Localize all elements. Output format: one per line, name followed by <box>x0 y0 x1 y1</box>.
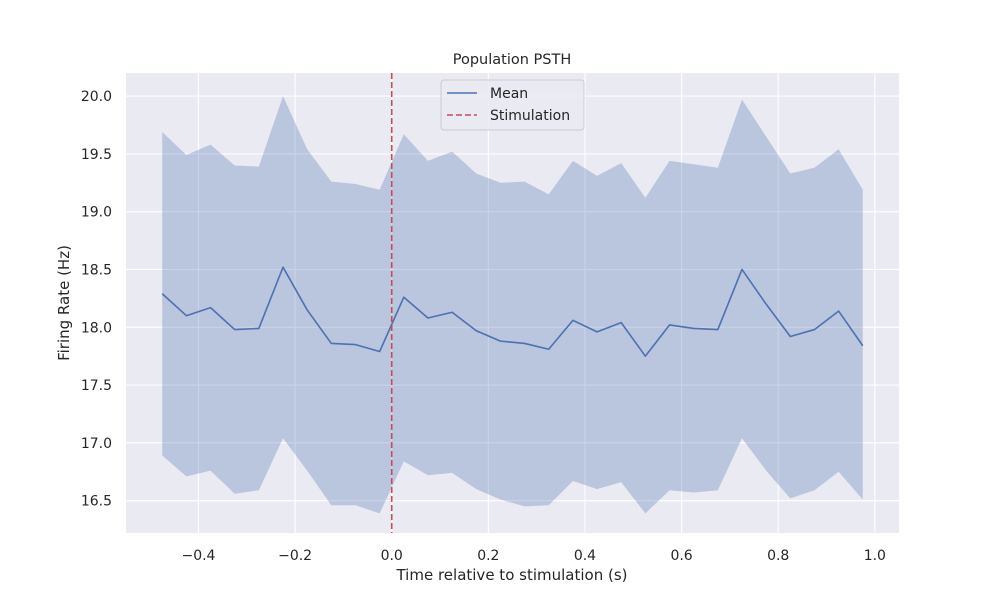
y-tick-label: 19.5 <box>81 147 112 163</box>
legend: Mean Stimulation <box>440 79 585 131</box>
tick-labels: −0.4 −0.2 0.0 0.2 0.4 0.6 0.8 1.0 16.5 17.0 17.5 18… <box>81 89 886 564</box>
x-tick-label: 0.4 <box>574 548 596 564</box>
y-tick-label: 17.5 <box>81 378 112 394</box>
series-lines <box>161 266 864 357</box>
mean-series-line <box>161 266 864 357</box>
y-tick-label: 18.0 <box>81 320 112 336</box>
y-axis-label: Firing Rate (Hz) <box>55 245 73 361</box>
x-tick-label: 0.2 <box>477 548 499 564</box>
x-tick-label: −0.2 <box>278 548 312 564</box>
x-tick-label: 0.0 <box>381 548 403 564</box>
std-band <box>162 96 863 514</box>
x-tick-label: 0.6 <box>670 548 692 564</box>
y-tick-label: 16.5 <box>81 494 112 510</box>
std-band-area <box>162 96 863 514</box>
legend-label: Stimulation <box>490 108 570 124</box>
y-tick-label: 18.5 <box>81 262 112 278</box>
y-tick-label: 17.0 <box>81 436 112 452</box>
x-tick-label: 0.8 <box>767 548 789 564</box>
y-tick-label: 20.0 <box>81 89 112 105</box>
plot-area <box>126 73 899 533</box>
legend-label: Mean <box>490 86 528 102</box>
x-axis-label: Time relative to stimulation (s) <box>395 566 627 584</box>
chart-title: Population PSTH <box>453 52 572 68</box>
x-tick-label: −0.4 <box>181 548 215 564</box>
x-tick-label: 1.0 <box>864 548 886 564</box>
y-tick-label: 19.0 <box>81 205 112 221</box>
